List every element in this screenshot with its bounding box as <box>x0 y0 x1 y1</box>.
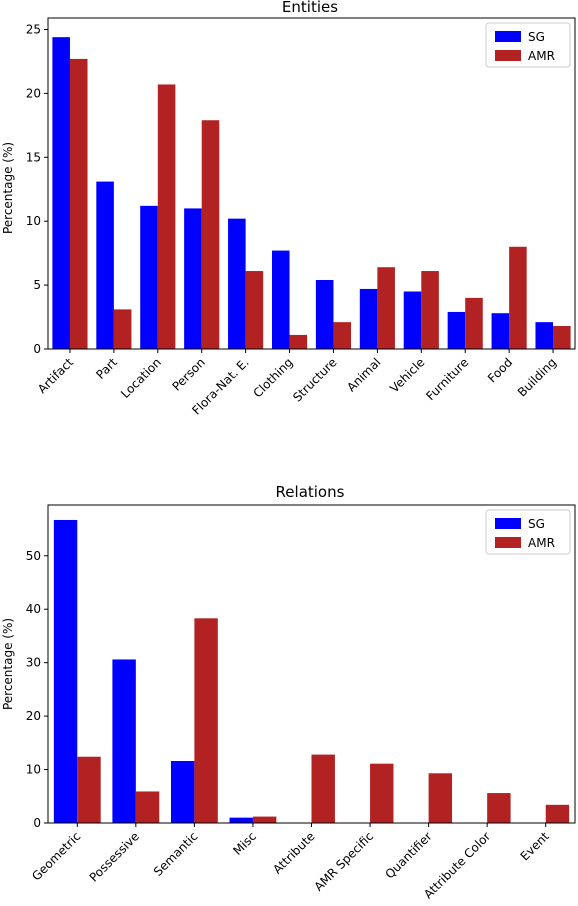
relations-x-ticks: Geometric Possessive Semantic Misc Attribute… <box>29 823 552 901</box>
entities-bar-sg-part <box>96 181 114 349</box>
entities-y-tick-label: 15 <box>26 150 41 164</box>
relations-y-tick-label: 50 <box>26 549 41 563</box>
entities-x-tick-label-clothing: Clothing <box>250 355 295 400</box>
relations-y-tick-label: 30 <box>26 656 41 670</box>
relations-bar-sg-geometric <box>53 519 78 823</box>
relations-bar-sg-semantic <box>170 761 195 823</box>
entities-bar-sg-person <box>184 208 202 349</box>
entities-bar-amr-structure <box>333 322 352 349</box>
relations-legend-label-amr: AMR <box>528 536 555 550</box>
entities-bar-sg-vehicle <box>403 291 422 349</box>
entities-y-tick-label: 25 <box>26 23 41 37</box>
relations-bar-sg-possessive <box>112 659 136 823</box>
entities-y-axis-label: Percentage (%) <box>1 142 15 234</box>
entities-bar-sg-artifact <box>52 37 70 349</box>
relations-x-tick-label-amr-specific: AMR Specific <box>312 829 377 894</box>
entities-bar-amr-part <box>113 309 132 349</box>
relations-legend-swatch-amr <box>495 537 521 548</box>
entities-bar-sg-structure <box>315 279 334 349</box>
relations-bar-amr-amr-specific <box>370 763 394 823</box>
entities-legend-label-amr: AMR <box>528 49 555 63</box>
relations-x-tick-label-geometric: Geometric <box>29 829 83 883</box>
entities-x-tick-label-furniture: Furniture <box>423 355 471 403</box>
relations-x-tick-label-attribute: Attribute <box>270 829 317 876</box>
entities-bar-sg-clothing <box>271 250 290 349</box>
relations-y-tick-label: 0 <box>33 816 41 830</box>
relations-y-ticks: 0 10 20 30 40 50 <box>26 549 48 830</box>
entities-bar-sg-food <box>491 313 510 349</box>
entities-bar-amr-artifact <box>69 58 88 349</box>
entities-x-tick-label-vehicle: Vehicle <box>387 355 427 395</box>
relations-bar-amr-attribute-color <box>487 793 511 823</box>
relations-x-tick-label-quantifier: Quantifier <box>382 829 434 881</box>
relations-y-tick-label: 10 <box>26 763 41 777</box>
relations-y-tick-label: 40 <box>26 602 41 616</box>
entities-y-tick-label: 5 <box>33 278 41 292</box>
entities-bars <box>52 37 571 349</box>
relations-chart: Relations Percentage (%) 0 10 20 30 40 50 Geo… <box>1 483 576 901</box>
relations-bar-amr-misc <box>252 816 277 823</box>
entities-bar-sg-animal <box>359 288 378 349</box>
entities-x-tick-label-structure: Structure <box>290 355 339 404</box>
entities-bar-amr-furniture <box>465 297 483 349</box>
relations-bar-amr-event <box>545 804 570 823</box>
entities-legend-label-sg: SG <box>528 30 545 44</box>
relations-y-axis-label: Percentage (%) <box>1 618 15 710</box>
relations-bar-sg-misc <box>229 817 253 823</box>
entities-y-tick-label: 10 <box>26 214 41 228</box>
entities-bar-sg-location <box>140 205 158 349</box>
relations-legend: SG AMR <box>485 509 571 555</box>
relations-bar-amr-geometric <box>77 756 101 823</box>
relations-legend-label-sg: SG <box>528 517 545 531</box>
entities-bar-sg-flora-nat-e <box>228 218 246 349</box>
entities-bar-amr-location <box>157 84 176 349</box>
entities-bar-sg-furniture <box>447 311 466 349</box>
entities-chart: Entities Percentage (%) 0 5 10 15 20 25 Artif… <box>1 0 576 418</box>
entities-bar-amr-flora-nat-e <box>245 271 264 349</box>
entities-bar-amr-animal <box>377 267 395 349</box>
relations-bar-amr-possessive <box>135 791 160 823</box>
entities-bar-amr-food <box>509 246 527 349</box>
entities-bar-amr-clothing <box>289 334 308 349</box>
entities-chart-title: Entities <box>282 0 338 16</box>
relations-bar-amr-quantifier <box>428 773 453 823</box>
relations-x-tick-label-misc: Misc <box>230 829 259 858</box>
entities-bar-amr-person <box>201 120 220 349</box>
relations-plot-frame <box>47 504 576 824</box>
entities-x-tick-label-location: Location <box>118 355 164 401</box>
relations-legend-swatch-sg <box>495 518 521 529</box>
relations-y-tick-label: 20 <box>26 709 41 723</box>
entities-y-tick-label: 0 <box>33 342 41 356</box>
entities-bar-amr-vehicle <box>421 271 439 349</box>
relations-bar-amr-attribute <box>311 754 335 823</box>
entities-plot-frame <box>47 17 576 350</box>
relations-chart-title: Relations <box>276 483 345 501</box>
entities-y-tick-label: 20 <box>26 86 41 100</box>
entities-legend-swatch-amr <box>495 50 521 61</box>
entities-bar-sg-building <box>535 322 554 349</box>
entities-x-tick-label-artifact: Artifact <box>35 355 76 396</box>
entities-legend-swatch-sg <box>495 31 521 42</box>
entities-y-ticks: 0 5 10 15 20 25 <box>26 23 48 356</box>
entities-x-tick-label-person: Person <box>169 355 207 393</box>
relations-x-tick-label-semantic: Semantic <box>151 829 201 879</box>
relations-bar-amr-semantic <box>194 618 218 823</box>
entities-x-tick-label-food: Food <box>485 355 515 385</box>
relations-x-tick-label-possessive: Possessive <box>87 829 142 884</box>
entities-x-tick-label-building: Building <box>515 355 559 399</box>
entities-x-tick-label-part: Part <box>93 355 120 382</box>
relations-bars <box>53 519 570 823</box>
entities-bar-amr-building <box>553 325 571 349</box>
entities-x-tick-label-animal: Animal <box>344 355 383 394</box>
entities-legend: SG AMR <box>485 22 571 68</box>
relations-x-tick-label-event: Event <box>518 829 552 863</box>
